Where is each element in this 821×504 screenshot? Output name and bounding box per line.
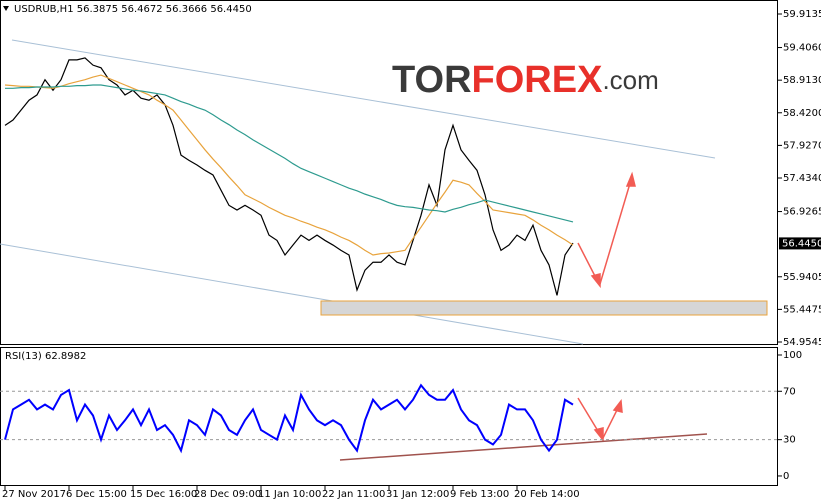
- watermark-brand: FOREX: [472, 59, 604, 101]
- y-tick-label: 58.4200: [783, 108, 821, 119]
- rsi-panel: [0, 347, 778, 486]
- y-tick-label: 54.9545: [783, 337, 821, 348]
- watermark-prefix: TOR: [392, 59, 472, 101]
- series-line: [4, 57, 574, 296]
- channel-lower: [0, 243, 584, 345]
- price-panel: [0, 0, 778, 345]
- y-tick-label: 58.9130: [783, 75, 821, 86]
- x-tick-label: 22 Jan 11:00: [322, 489, 385, 500]
- x-tick-label: 28 Dec 09:00: [194, 489, 261, 500]
- last-price-box: [779, 237, 821, 250]
- y-tick-label: 30: [783, 435, 796, 446]
- x-tick-label: 31 Jan 12:00: [386, 489, 449, 500]
- forecast-arrows: [577, 171, 636, 443]
- rsi-title: RSI(13) 62.8982: [5, 351, 86, 362]
- watermark-suffix: .com: [602, 65, 658, 95]
- x-tick-label: 6 Dec 15:00: [66, 489, 127, 500]
- series-line: [4, 383, 574, 454]
- y-tick-label: 55.4475: [783, 304, 821, 315]
- support-zone: [320, 300, 768, 316]
- x-tick-label: 9 Feb 13:00: [450, 489, 509, 500]
- y-tick-label: 57.9270: [783, 140, 821, 151]
- y-tick-label: 57.4340: [783, 173, 821, 184]
- series-line: [4, 74, 574, 256]
- x-tick-label: 11 Jan 10:00: [258, 489, 321, 500]
- chart-title: USDRUB,H1 56.3875 56.4672 56.3666 56.445…: [14, 4, 252, 15]
- y-tick-label: 70: [783, 386, 796, 397]
- x-tick-label: 20 Feb 14:00: [514, 489, 580, 500]
- x-tick-label: 27 Nov 2017: [2, 489, 66, 500]
- channel-upper: [11, 39, 716, 159]
- rsi-trendline: [339, 433, 708, 461]
- y-tick-label: 56.9265: [783, 207, 821, 218]
- y-tick-label: 100: [783, 350, 802, 361]
- watermark: TORFOREX.com: [392, 59, 659, 101]
- y-tick-label: 0: [783, 471, 789, 482]
- last-price-label: 56.4450: [782, 238, 821, 249]
- y-tick-label: 59.4060: [783, 43, 821, 54]
- y-tick-label: 55.9405: [783, 272, 821, 283]
- title-marker: [3, 6, 9, 11]
- y-tick-label: 59.9135: [783, 9, 821, 20]
- x-tick-label: 15 Dec 16:00: [130, 489, 197, 500]
- series-line: [5, 84, 574, 223]
